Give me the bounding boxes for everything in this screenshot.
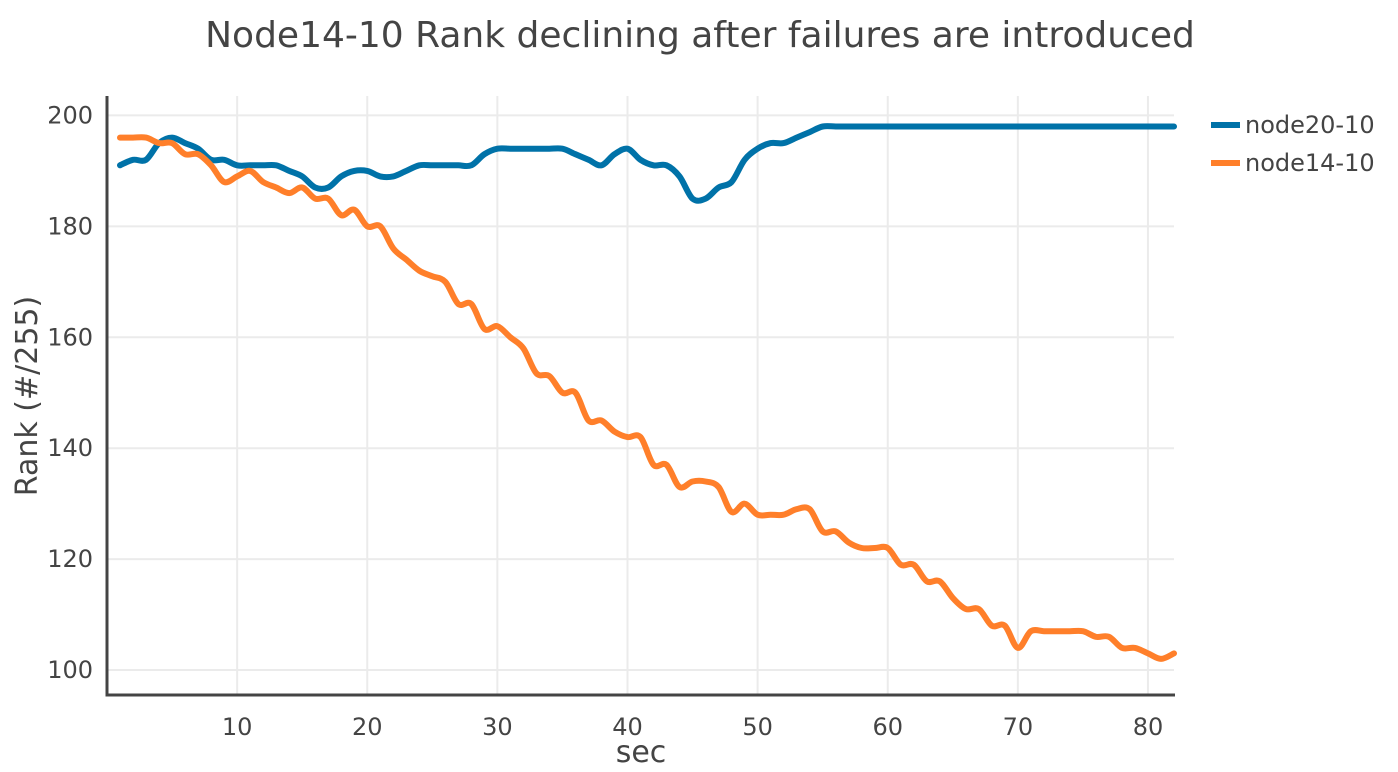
chart-title: Node14-10 Rank declining after failures … (205, 15, 1195, 56)
y-axis-title: Rank (#/255) (10, 296, 45, 496)
axes (105, 96, 1175, 697)
y-tick-label: 120 (47, 545, 93, 573)
tick-labels: 10 20 30 40 50 60 70 80 100 120 140 160 180 200 (47, 101, 1163, 741)
legend-label: node20-10 (1245, 111, 1375, 139)
series-line-node20-10 (117, 123, 1177, 204)
x-tick-label: 80 (1133, 713, 1164, 741)
x-tick-label: 30 (482, 713, 513, 741)
y-tick-label: 200 (47, 101, 93, 129)
legend: node20-10 node14-10 (1211, 111, 1375, 177)
y-tick-label: 160 (47, 323, 93, 351)
x-tick-label: 50 (742, 713, 773, 741)
x-tick-label: 20 (352, 713, 383, 741)
y-tick-label: 140 (47, 434, 93, 462)
x-tick-label: 10 (222, 713, 253, 741)
x-tick-label: 40 (612, 713, 643, 741)
x-tick-label: 70 (1003, 713, 1034, 741)
series-layer (117, 123, 1177, 662)
y-tick-label: 100 (47, 656, 93, 684)
legend-label: node14-10 (1245, 149, 1375, 177)
y-tick-label: 180 (47, 212, 93, 240)
x-axis-title: sec (616, 735, 667, 770)
series-line-node14-10 (117, 134, 1177, 662)
x-tick-label: 60 (872, 713, 903, 741)
gridlines (107, 96, 1174, 695)
